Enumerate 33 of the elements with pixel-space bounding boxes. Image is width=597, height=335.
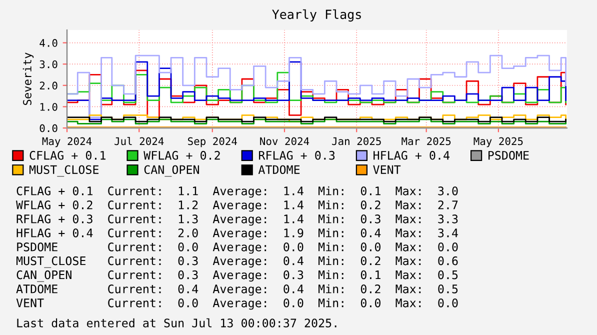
x-tick-label: Nov 2024	[260, 137, 310, 146]
chart-title: Yearly Flags	[272, 9, 361, 22]
legend-label: ATDOME	[258, 165, 300, 174]
legend-label: CAN_OPEN	[144, 165, 199, 177]
text: WFLAG + 0.2 Current: 1.2 Average: 1.4 Min: 0.2 Max: 2.7	[16, 200, 458, 212]
legend-label: VENT	[373, 165, 401, 174]
y-axis-title: Severity	[22, 52, 34, 106]
text: ATDOME Current: 0.4 Average: 0.4 Min: 0.2 Max: 0.5	[16, 284, 458, 296]
legend-label: RFLAG + 0.3	[259, 150, 335, 160]
x-tick-label: Mar 2025	[402, 137, 451, 146]
y-tick-label: 4.0	[40, 39, 58, 47]
y-tick-label: 1.0	[40, 102, 58, 111]
text: PSDOME Current: 0.0 Average: 0.0 Min: 0.0 Max: 0.0	[17, 242, 458, 254]
legend-label: CFLAG + 0.1	[30, 150, 106, 160]
legend-label: MUST_CLOSE	[29, 165, 98, 177]
y-tick-label: 3.0	[40, 60, 58, 68]
text: VENT Current: 0.0 Average: 0.0 Min: 0.0 Max: 0.0	[16, 298, 458, 310]
text: CFLAG + 0.1 Current: 1.1 Average: 1.4 Min: 0.1 Max: 3.0	[16, 186, 458, 198]
legend-label: HFLAG + 0.4	[374, 150, 450, 160]
text: Last data entered at Sun Jul 13 00:00:37 2025.	[17, 318, 336, 328]
text: CAN_OPEN Current: 0.3 Average: 0.3 Min: 0.1 Max: 0.5	[16, 270, 458, 282]
legend-label: PSDOME	[488, 150, 529, 160]
text: MUST_CLOSE Current: 0.3 Average: 0.4 Min: 0.2 Max: 0.6	[16, 256, 458, 268]
y-tick-label: 2.0	[40, 82, 58, 90]
x-tick-label: Jan 2025	[332, 137, 381, 146]
x-tick-label: May 2025	[474, 137, 523, 148]
y-tick-label: 0.0	[40, 124, 58, 132]
text: HFLAG + 0.4 Current: 2.0 Average: 1.9 Min: 0.4 Max: 3.4	[16, 228, 458, 240]
text: RFLAG + 0.3 Current: 1.3 Average: 1.4 Min: 0.3 Max: 3.3	[16, 214, 458, 226]
x-tick-label: Jul 2024	[114, 137, 164, 146]
x-tick-label: Sep 2024	[188, 137, 237, 148]
x-tick-label: May 2024	[42, 137, 92, 148]
legend-label: WFLAG + 0.2	[144, 150, 220, 160]
